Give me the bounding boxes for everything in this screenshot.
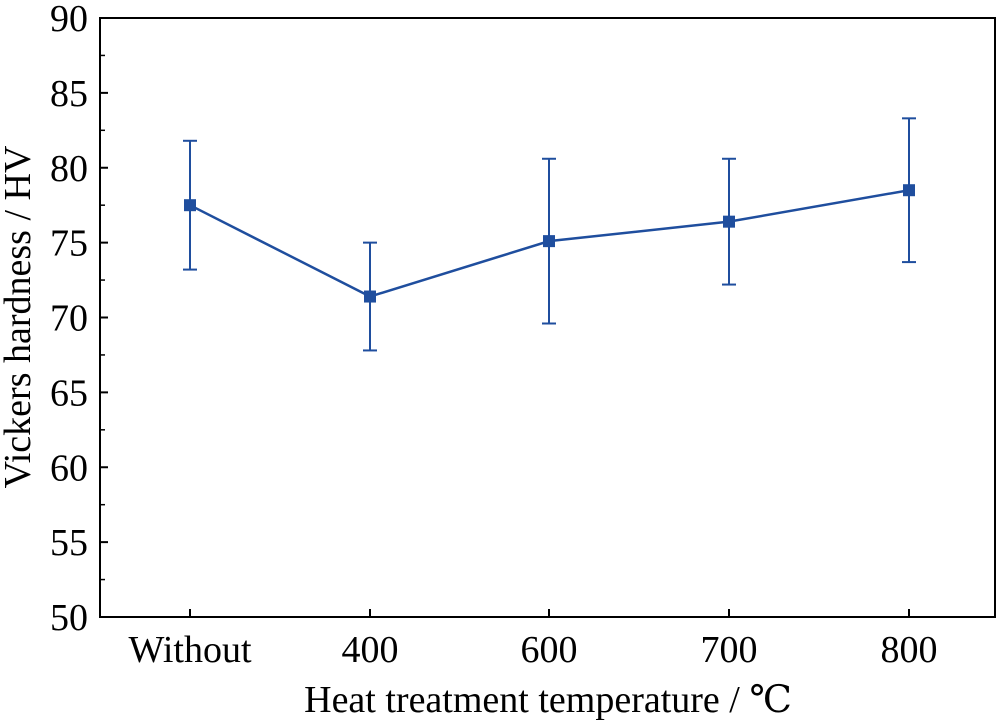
y-tick-label: 70: [50, 298, 88, 340]
x-tick-label: 700: [701, 629, 758, 671]
y-tick-label: 55: [50, 522, 88, 564]
x-tick-label: Without: [128, 629, 251, 671]
data-point: [184, 199, 196, 212]
data-point: [903, 184, 915, 197]
y-tick-label: 90: [50, 0, 88, 40]
x-tick-label: 800: [881, 629, 938, 671]
data-point: [723, 215, 735, 228]
x-tick-label: 600: [521, 629, 578, 671]
data-point: [364, 290, 376, 303]
y-tick-label: 60: [50, 447, 88, 489]
y-tick-label: 50: [50, 597, 88, 639]
y-tick-label: 80: [50, 148, 88, 190]
y-tick-label: 85: [50, 73, 88, 115]
plot-frame: [99, 17, 996, 618]
y-tick-label: 65: [50, 372, 88, 414]
data-markers: [184, 184, 915, 303]
y-axis-ticks: 50 55 60 65 70 75 80 85 90: [50, 0, 108, 639]
x-tick-label: 400: [342, 629, 399, 671]
data-point: [543, 235, 555, 248]
y-axis-label: Vickers hardness / HV: [0, 145, 39, 488]
y-tick-label: 75: [50, 223, 88, 265]
x-axis-ticks: Without 400 600 700 800: [128, 609, 938, 671]
error-bars: [183, 117, 916, 352]
x-axis-label: Heat treatment temperature / ℃: [304, 679, 792, 721]
